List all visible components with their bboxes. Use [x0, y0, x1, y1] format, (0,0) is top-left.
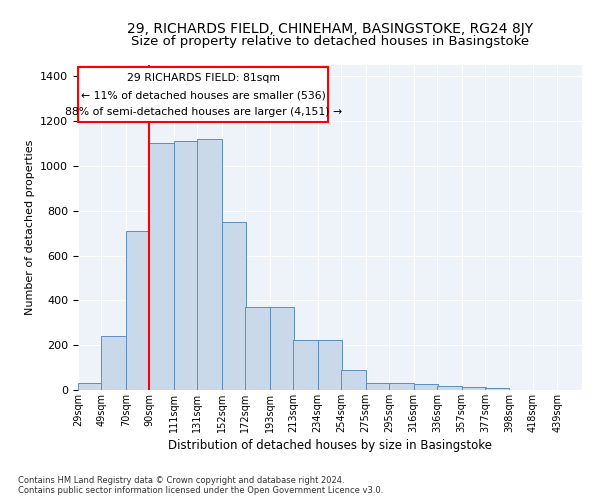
X-axis label: Distribution of detached houses by size in Basingstoke: Distribution of detached houses by size … [168, 439, 492, 452]
Text: 29 RICHARDS FIELD: 81sqm: 29 RICHARDS FIELD: 81sqm [127, 74, 280, 84]
Bar [270, 307, 295, 390]
Text: 88% of semi-detached houses are larger (4,151) →: 88% of semi-detached houses are larger (… [65, 108, 341, 118]
Bar [245, 307, 270, 390]
Bar [222, 222, 247, 390]
Text: Size of property relative to detached houses in Basingstoke: Size of property relative to detached ho… [131, 35, 529, 48]
Bar [437, 386, 461, 390]
Y-axis label: Number of detached properties: Number of detached properties [25, 140, 35, 315]
Bar [78, 384, 103, 390]
Bar [293, 340, 318, 390]
Text: Contains HM Land Registry data © Crown copyright and database right 2024.: Contains HM Land Registry data © Crown c… [18, 476, 344, 485]
Bar [341, 370, 365, 390]
Bar [101, 336, 126, 390]
Bar [149, 144, 174, 390]
Bar [389, 384, 413, 390]
Text: Contains public sector information licensed under the Open Government Licence v3: Contains public sector information licen… [18, 486, 383, 495]
Bar [365, 384, 390, 390]
Bar [126, 231, 151, 390]
Bar [485, 388, 509, 390]
Bar [413, 384, 438, 390]
Text: ← 11% of detached houses are smaller (536): ← 11% of detached houses are smaller (53… [80, 91, 326, 101]
Bar [174, 141, 199, 390]
Bar [461, 386, 486, 390]
Bar [197, 139, 222, 390]
Bar [318, 340, 342, 390]
FancyBboxPatch shape [78, 68, 328, 122]
Text: 29, RICHARDS FIELD, CHINEHAM, BASINGSTOKE, RG24 8JY: 29, RICHARDS FIELD, CHINEHAM, BASINGSTOK… [127, 22, 533, 36]
